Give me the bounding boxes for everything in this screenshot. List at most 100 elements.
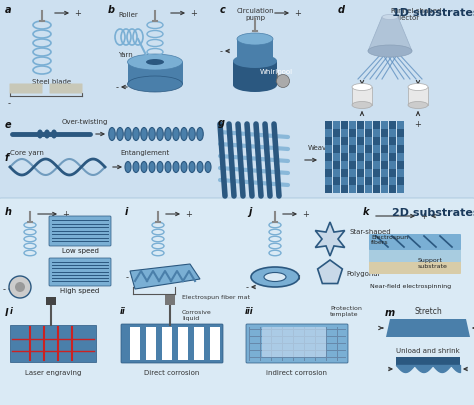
Text: Corrosive
liquid: Corrosive liquid bbox=[182, 309, 212, 320]
Bar bbox=[389, 138, 396, 145]
Bar bbox=[162, 327, 172, 360]
Bar bbox=[128, 63, 183, 85]
Ellipse shape bbox=[197, 162, 203, 173]
Bar bbox=[389, 122, 396, 129]
Text: h: h bbox=[5, 207, 12, 216]
Ellipse shape bbox=[157, 128, 163, 141]
Bar bbox=[349, 138, 356, 145]
FancyBboxPatch shape bbox=[0, 0, 474, 202]
Bar bbox=[341, 177, 348, 185]
Bar bbox=[341, 162, 348, 169]
Text: 1D substrates: 1D substrates bbox=[392, 8, 474, 18]
Bar bbox=[357, 162, 365, 169]
Bar bbox=[381, 138, 389, 145]
Ellipse shape bbox=[133, 128, 139, 141]
Bar bbox=[373, 146, 381, 153]
Text: -: - bbox=[3, 285, 6, 294]
Ellipse shape bbox=[149, 162, 155, 173]
Bar bbox=[381, 170, 389, 177]
Ellipse shape bbox=[181, 162, 187, 173]
Ellipse shape bbox=[149, 128, 155, 141]
Bar bbox=[333, 153, 340, 161]
Bar bbox=[341, 185, 348, 193]
Bar bbox=[389, 162, 396, 169]
Bar bbox=[373, 185, 381, 193]
Bar bbox=[325, 177, 332, 185]
Bar bbox=[341, 122, 348, 129]
Bar bbox=[349, 130, 356, 137]
Bar bbox=[341, 138, 348, 145]
Text: +: + bbox=[74, 9, 81, 19]
Bar bbox=[397, 177, 404, 185]
Text: Ring: Ring bbox=[285, 273, 301, 279]
Bar bbox=[389, 146, 396, 153]
Bar bbox=[130, 327, 140, 360]
Bar bbox=[333, 122, 340, 129]
Text: Weaving: Weaving bbox=[308, 145, 338, 151]
Bar bbox=[352, 88, 372, 106]
Ellipse shape bbox=[352, 84, 372, 91]
Bar bbox=[373, 177, 381, 185]
Ellipse shape bbox=[408, 102, 428, 109]
Bar bbox=[373, 138, 381, 145]
Ellipse shape bbox=[165, 162, 171, 173]
Bar bbox=[397, 122, 404, 129]
Bar bbox=[341, 170, 348, 177]
Bar bbox=[397, 138, 404, 145]
Text: +: + bbox=[185, 210, 192, 219]
Bar bbox=[381, 177, 389, 185]
Bar bbox=[381, 185, 389, 193]
Bar bbox=[397, 162, 404, 169]
Bar bbox=[365, 170, 373, 177]
Bar bbox=[325, 153, 332, 161]
Text: k: k bbox=[363, 207, 370, 216]
Bar bbox=[325, 122, 332, 129]
Bar bbox=[389, 177, 396, 185]
Bar bbox=[365, 162, 373, 169]
Bar bbox=[389, 170, 396, 177]
Bar bbox=[357, 177, 365, 185]
Text: Star-shaped: Star-shaped bbox=[350, 228, 392, 234]
Text: f: f bbox=[5, 153, 9, 162]
Bar bbox=[333, 138, 340, 145]
Text: Circulation
pump: Circulation pump bbox=[236, 8, 274, 21]
Bar bbox=[408, 88, 428, 106]
Bar bbox=[373, 122, 381, 129]
Ellipse shape bbox=[189, 128, 195, 141]
Bar bbox=[325, 162, 332, 169]
Bar bbox=[325, 130, 332, 137]
Ellipse shape bbox=[408, 84, 428, 91]
Ellipse shape bbox=[205, 162, 211, 173]
Ellipse shape bbox=[9, 276, 31, 298]
Bar bbox=[357, 130, 365, 137]
Ellipse shape bbox=[382, 15, 398, 20]
Bar bbox=[349, 122, 356, 129]
Text: Over-twisting: Over-twisting bbox=[62, 119, 108, 125]
Ellipse shape bbox=[125, 162, 131, 173]
Bar bbox=[365, 130, 373, 137]
Bar bbox=[349, 185, 356, 193]
Polygon shape bbox=[10, 325, 96, 362]
Ellipse shape bbox=[251, 267, 299, 287]
Bar bbox=[233, 62, 277, 86]
Text: Polygonal: Polygonal bbox=[346, 270, 380, 276]
Ellipse shape bbox=[233, 55, 277, 69]
Bar bbox=[325, 146, 332, 153]
Bar bbox=[357, 185, 365, 193]
Bar bbox=[333, 162, 340, 169]
Text: +: + bbox=[302, 210, 309, 219]
Ellipse shape bbox=[128, 55, 182, 71]
Bar bbox=[325, 170, 332, 177]
Bar bbox=[333, 185, 340, 193]
Ellipse shape bbox=[51, 130, 57, 139]
FancyBboxPatch shape bbox=[369, 246, 461, 262]
Bar bbox=[365, 122, 373, 129]
Text: j: j bbox=[248, 207, 251, 216]
Text: -: - bbox=[116, 83, 119, 92]
Bar bbox=[373, 170, 381, 177]
Bar bbox=[397, 170, 404, 177]
Text: a: a bbox=[5, 5, 12, 15]
Bar bbox=[389, 130, 396, 137]
Ellipse shape bbox=[197, 128, 203, 141]
Bar bbox=[397, 185, 404, 193]
